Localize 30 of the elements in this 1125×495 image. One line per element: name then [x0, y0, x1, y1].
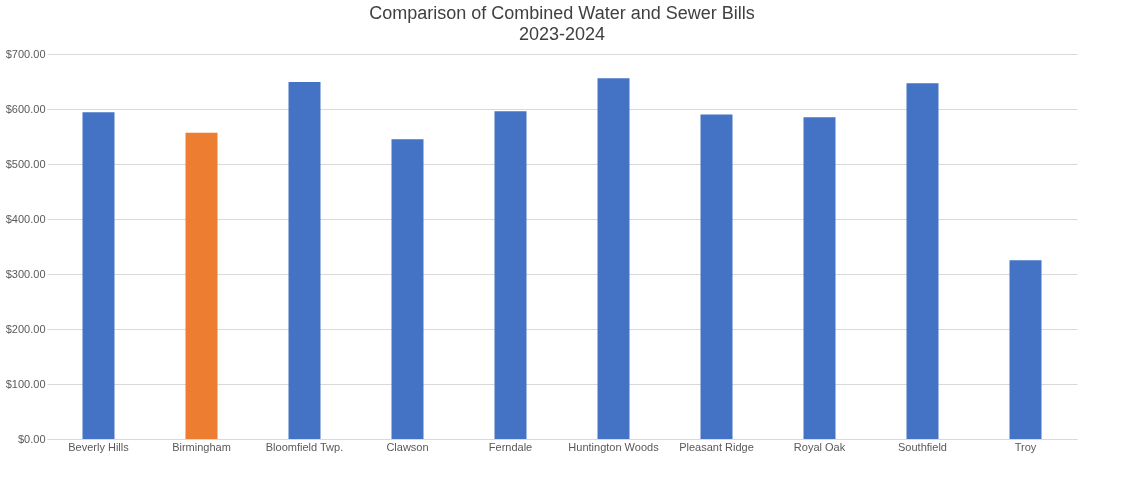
bar: [700, 114, 733, 439]
chart-title: Comparison of Combined Water and Sewer Bills: [369, 3, 755, 23]
y-tick-label: $300.00: [5, 267, 46, 280]
bar: [391, 139, 424, 439]
bar: [906, 83, 939, 439]
bar: [494, 111, 527, 439]
y-tick-label: $600.00: [5, 102, 46, 115]
y-tick-label: $400.00: [5, 212, 46, 225]
x-tick-label: Huntington Woods: [568, 440, 660, 453]
x-tick-label: Southfield: [898, 440, 947, 453]
x-tick-label: Beverly Hills: [68, 440, 130, 453]
bar: [82, 112, 115, 439]
y-tick-label: $100.00: [5, 377, 46, 390]
bar: [185, 132, 218, 439]
bar: [288, 82, 321, 439]
x-tick-label: Clawson: [386, 440, 429, 453]
bar: [803, 117, 836, 439]
bar: [1009, 260, 1042, 439]
y-tick-label: $700.00: [5, 47, 46, 60]
y-tick-label: $500.00: [5, 157, 46, 170]
bar: [597, 78, 630, 439]
x-tick-label: Troy: [1014, 440, 1037, 453]
chart-subtitle: 2023-2024: [518, 24, 606, 44]
y-tick-label: $0.00: [17, 432, 46, 445]
x-tick-label: Bloomfield Twp.: [265, 440, 344, 453]
y-tick-label: $200.00: [5, 322, 46, 335]
x-tick-label: Ferndale: [488, 440, 533, 453]
x-tick-label: Pleasant Ridge: [679, 440, 754, 453]
x-tick-label: Royal Oak: [793, 440, 846, 453]
x-tick-label: Birmingham: [172, 440, 231, 453]
